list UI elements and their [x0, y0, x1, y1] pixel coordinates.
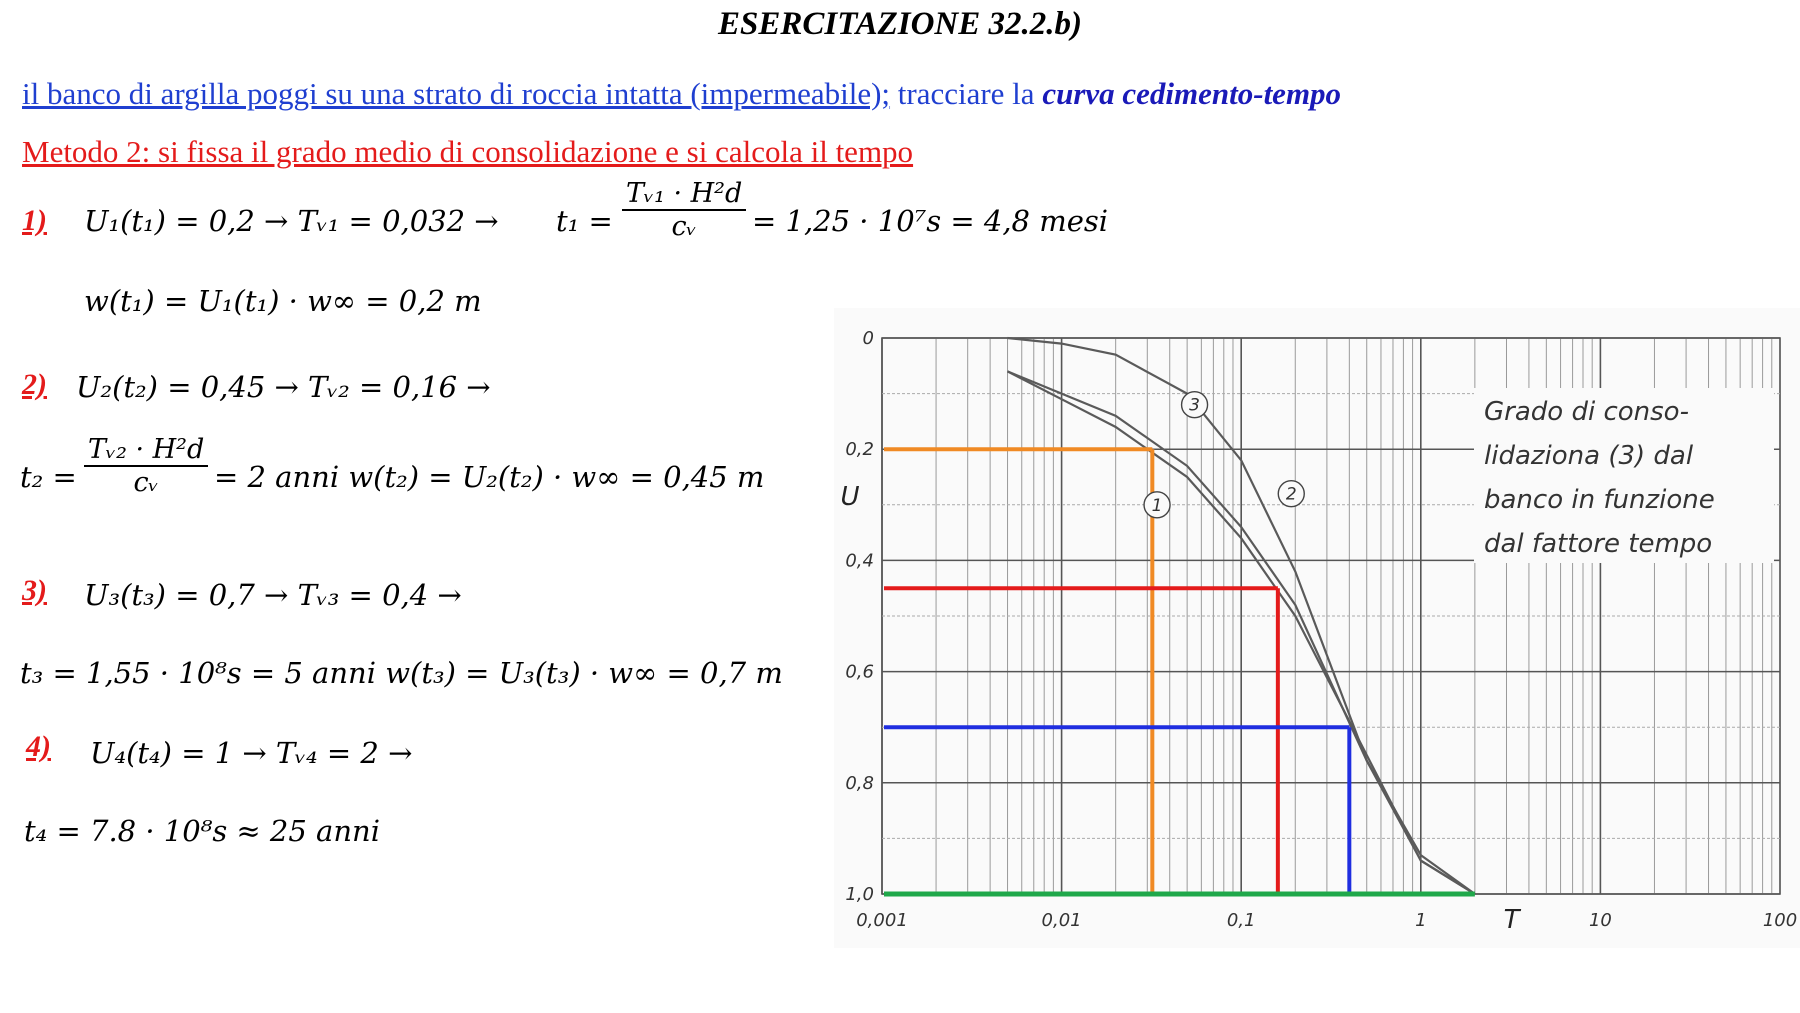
x-tick-label: 10 [1589, 910, 1612, 931]
step-2-number: 2) [22, 368, 47, 401]
intro-underlined: il banco di argilla poggi su una strato … [22, 76, 891, 111]
step-1-line1: U₁(t₁) = 0,2 → Tᵥ₁ = 0,032 → [84, 204, 499, 238]
annotation-line: banco in funzione [1484, 485, 1715, 515]
step-1-line2: w(t₁) = U₁(t₁) · w∞ = 0,2 m [84, 284, 482, 318]
curve-label-3: 3 [1189, 396, 1200, 416]
y-axis-label: U [840, 482, 859, 512]
y-tick-label: 0,2 [845, 439, 874, 460]
chart-highlights [884, 447, 1475, 897]
chart-grid [881, 337, 1781, 895]
page-title: ESERCITAZIONE 32.2.b) [718, 6, 1082, 42]
x-tick-label: 0,001 [856, 910, 908, 931]
chart-curves [1006, 336, 1476, 895]
x-axis-label: T [1504, 905, 1522, 935]
y-tick-label: 0,8 [845, 773, 874, 794]
x-tick-label: 0,01 [1042, 910, 1082, 931]
step-2-fraction: Tᵥ₂ · H²d cᵥ [84, 434, 209, 498]
step-2-frac-num: Tᵥ₂ · H²d [84, 434, 209, 467]
step-1-t-label: t₁ = [556, 204, 613, 238]
curve-label-circle [1180, 391, 1209, 419]
step-1-t-result: = 1,25 · 10⁷s = 4,8 mesi [752, 204, 1109, 238]
x-tick-label: 100 [1763, 910, 1797, 931]
method-line: Metodo 2: si fissa il grado medio di con… [22, 134, 914, 169]
curve-label-1: 1 [1152, 496, 1163, 516]
step-3-line1: U₃(t₃) = 0,7 → Tᵥ₃ = 0,4 → [84, 578, 462, 612]
curve-label-2: 2 [1286, 485, 1297, 505]
step-1-number: 1) [22, 204, 47, 237]
step-3-number: 3) [22, 574, 47, 607]
y-tick-label: 0,4 [845, 550, 874, 571]
x-tick-label: 0,1 [1227, 910, 1256, 931]
annotation-background [1474, 388, 1774, 563]
step-2-t-label: t₂ = [20, 460, 77, 494]
intro-emphasis: curva cedimento-tempo [1042, 76, 1342, 111]
curve-label-circle [1277, 479, 1305, 508]
step-4-number: 4) [26, 730, 51, 763]
step-2-line1: U₂(t₂) = 0,45 → Tᵥ₂ = 0,16 → [76, 370, 491, 404]
y-tick-label: 1,0 [845, 884, 874, 905]
step-3-line2: t₃ = 1,55 · 10⁸s = 5 anni w(t₃) = U₃(t₃)… [20, 656, 783, 690]
step-1-fraction: Tᵥ₁ · H²d cᵥ [622, 178, 747, 242]
step-1-frac-den: cᵥ [671, 211, 697, 242]
intro-plain: tracciare la [890, 76, 1043, 111]
step-1-frac-num: Tᵥ₁ · H²d [622, 178, 747, 211]
annotation-line: Grado di conso- [1484, 397, 1689, 427]
chart-labels: 0 0,2 0,4 0,6 0,8 1,0 0,001 0,01 0,1 1 10 100 T U 1 2 3 G… [840, 328, 1797, 935]
annotation-line: dal fattore tempo [1484, 529, 1712, 559]
y-tick-label: 0 [863, 328, 874, 349]
step-2-frac-den: cᵥ [133, 467, 159, 498]
consolidation-chart: 0 0,2 0,4 0,6 0,8 1,0 0,001 0,01 0,1 1 10 100 T U 1 2 3 G… [834, 308, 1800, 948]
curve-2 [1007, 370, 1476, 895]
y-tick-label: 0,6 [845, 662, 874, 683]
chart-svg: 0 0,2 0,4 0,6 0,8 1,0 0,001 0,01 0,1 1 10 100 T U 1 2 3 G… [834, 308, 1800, 948]
curve-3 [1007, 336, 1476, 895]
intro-text: il banco di argilla poggi su una strato … [22, 76, 1341, 112]
step-4-line1: U₄(t₄) = 1 → Tᵥ₄ = 2 → [90, 736, 413, 770]
x-tick-label: 1 [1415, 910, 1426, 931]
curve-label-circle [1143, 491, 1171, 519]
step-2-t-result: = 2 anni w(t₂) = U₂(t₂) · w∞ = 0,45 m [214, 460, 765, 494]
annotation-line: lidaziona (3) dal [1484, 441, 1694, 471]
step-4-line2: t₄ = 7.8 · 10⁸s ≈ 25 anni [24, 814, 380, 848]
